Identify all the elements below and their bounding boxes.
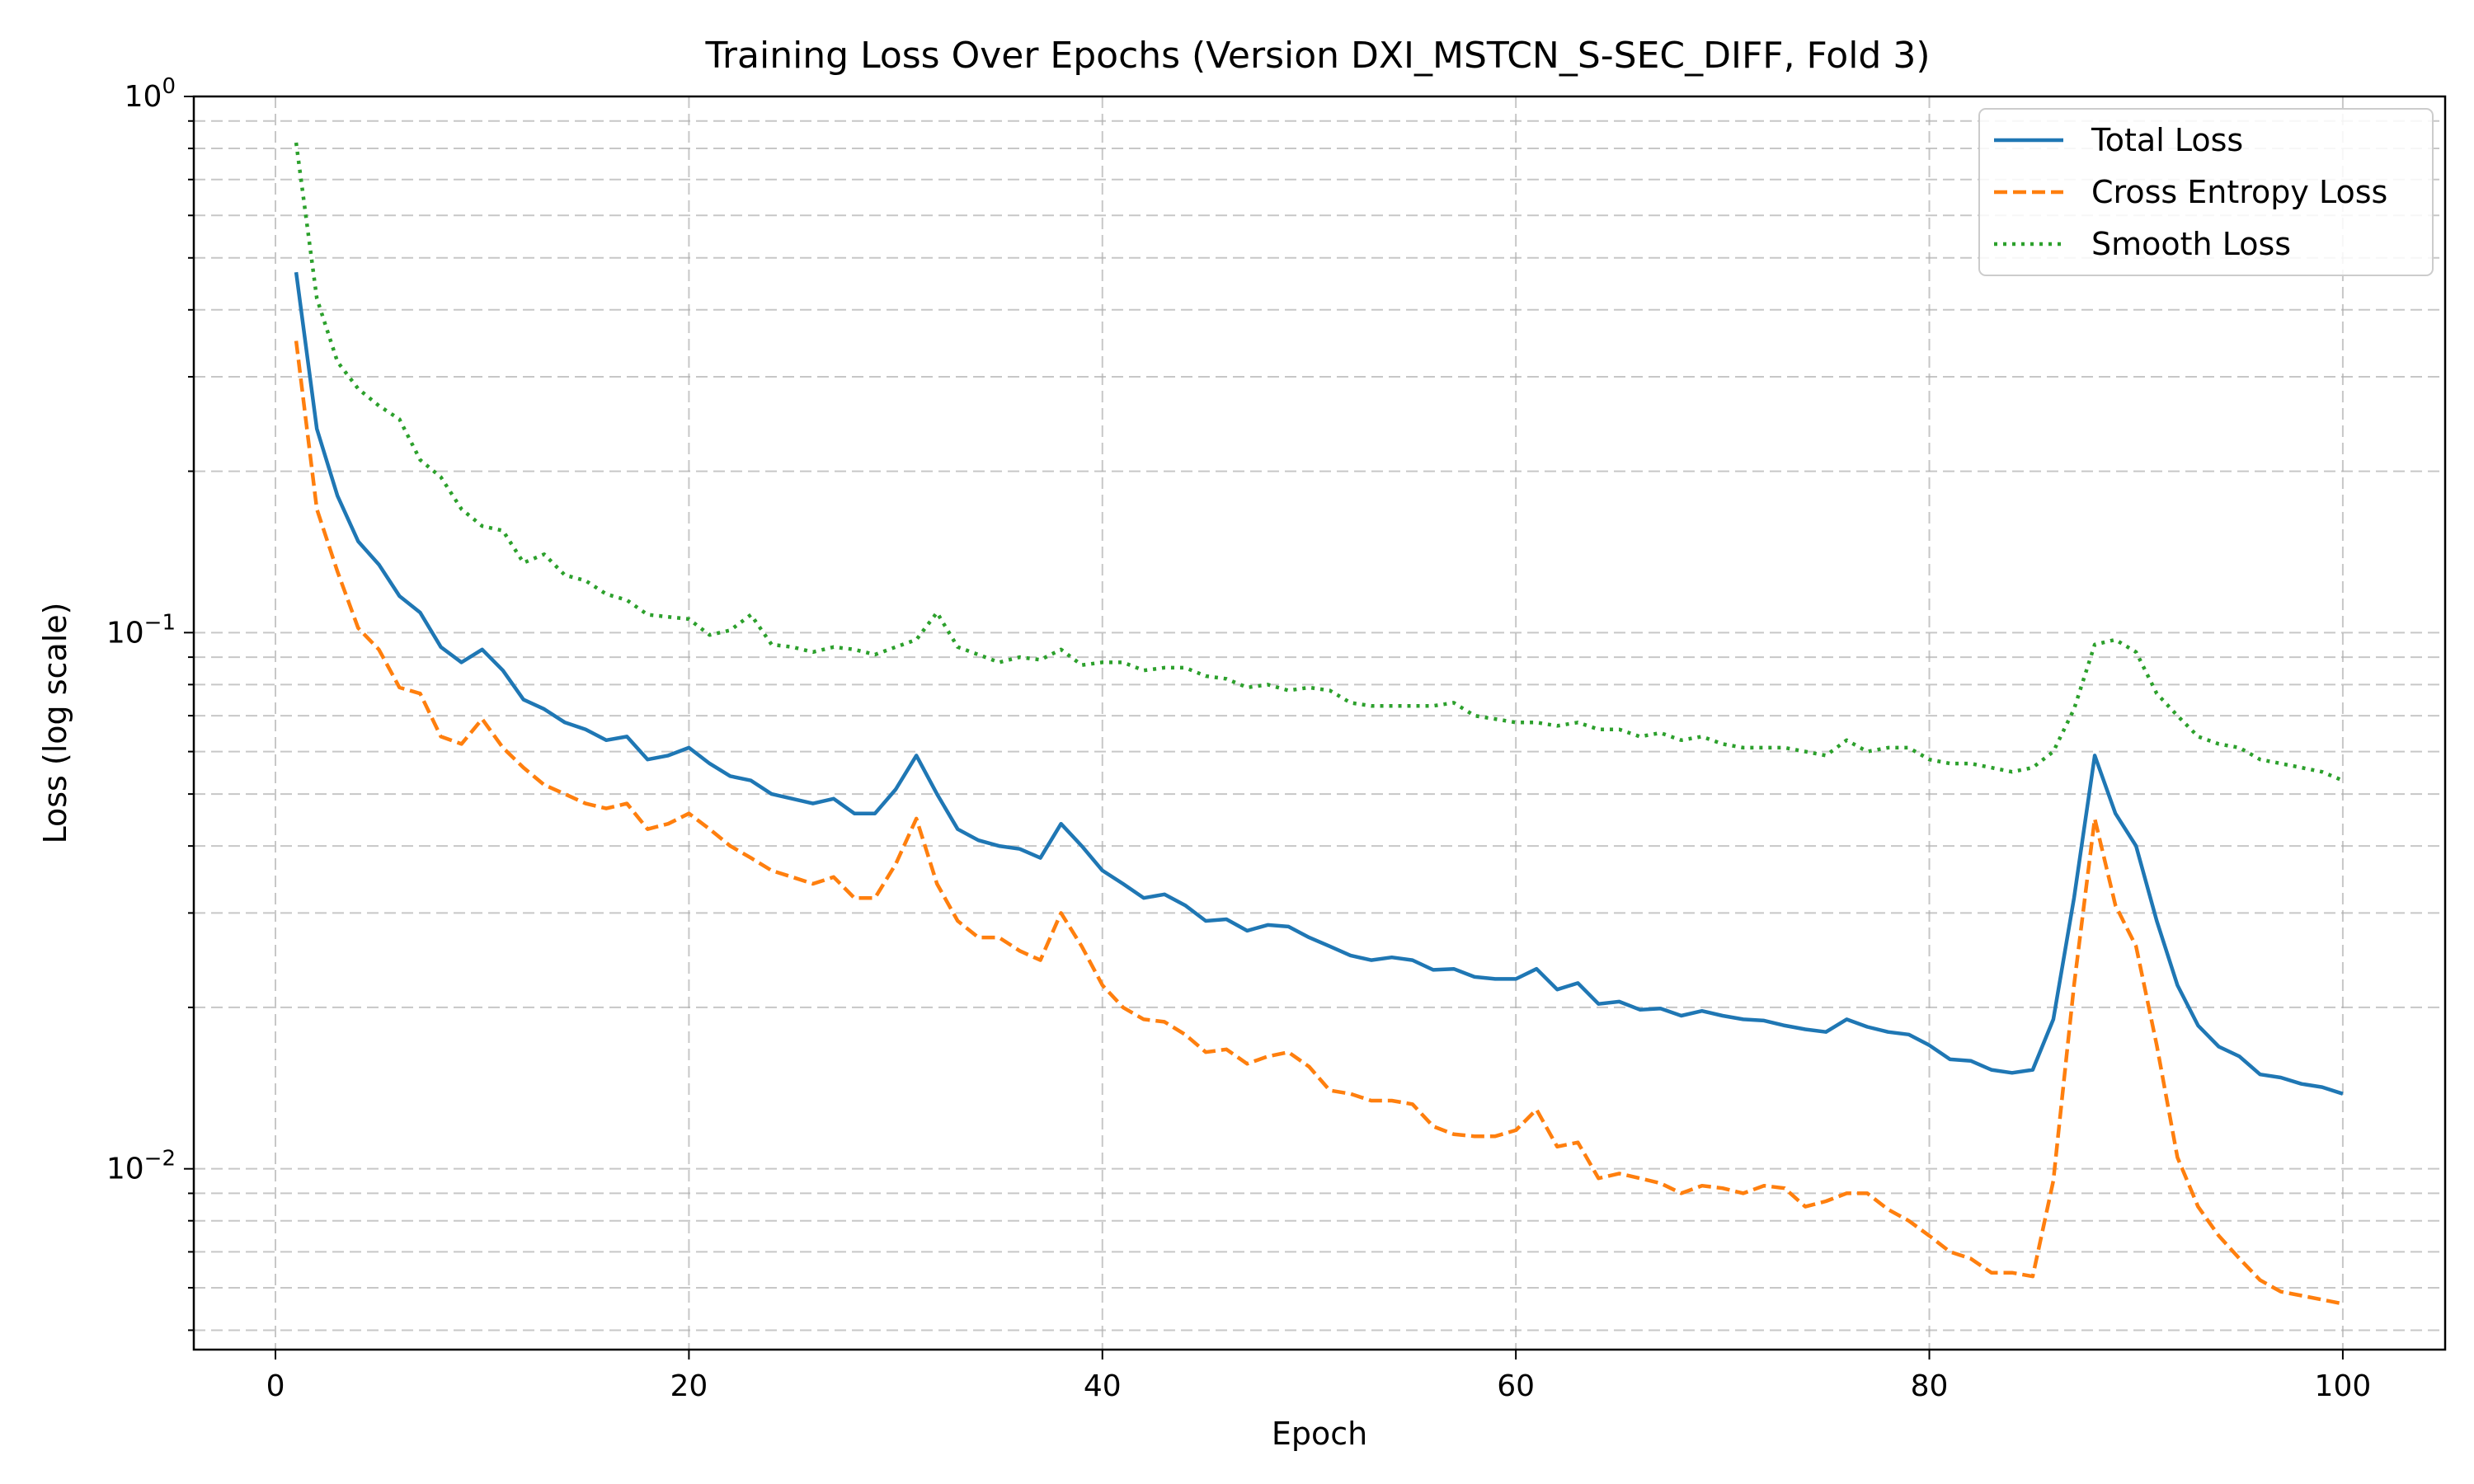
y-axis-label: Loss (log scale) — [37, 603, 73, 844]
y-tick-label: 10−1 — [106, 610, 176, 650]
x-tick-label: 20 — [670, 1369, 708, 1403]
series-layer — [294, 142, 2344, 1306]
series-line-total-loss — [294, 271, 2344, 1096]
series-line-smooth-loss — [294, 142, 2344, 782]
x-tick-label: 40 — [1084, 1369, 1122, 1403]
y-tick-label: 100 — [125, 74, 176, 114]
chart-title: Training Loss Over Epochs (Version DXI_M… — [705, 35, 1931, 77]
legend-label: Cross Entropy Loss — [2091, 174, 2387, 210]
y-tick-label: 10−2 — [106, 1147, 176, 1186]
x-tick-label: 0 — [266, 1369, 285, 1403]
legend-label: Smooth Loss — [2091, 226, 2291, 262]
series-line-cross-entropy-loss — [294, 340, 2344, 1306]
x-tick-label: 100 — [2315, 1369, 2372, 1403]
x-axis: 0 20 40 60 80 100 — [266, 1350, 2372, 1403]
legend-box — [1978, 108, 2434, 276]
x-axis-label: Epoch — [1272, 1416, 1367, 1452]
y-axis: 10−2 10−1 100 — [106, 74, 194, 1331]
x-tick-label: 80 — [1911, 1369, 1949, 1403]
legend: Total Loss Cross Entropy Loss Smooth Loss — [1978, 108, 2434, 276]
x-tick-label: 60 — [1497, 1369, 1535, 1403]
plot-frame — [192, 95, 2447, 1351]
legend-label: Total Loss — [2091, 122, 2243, 158]
